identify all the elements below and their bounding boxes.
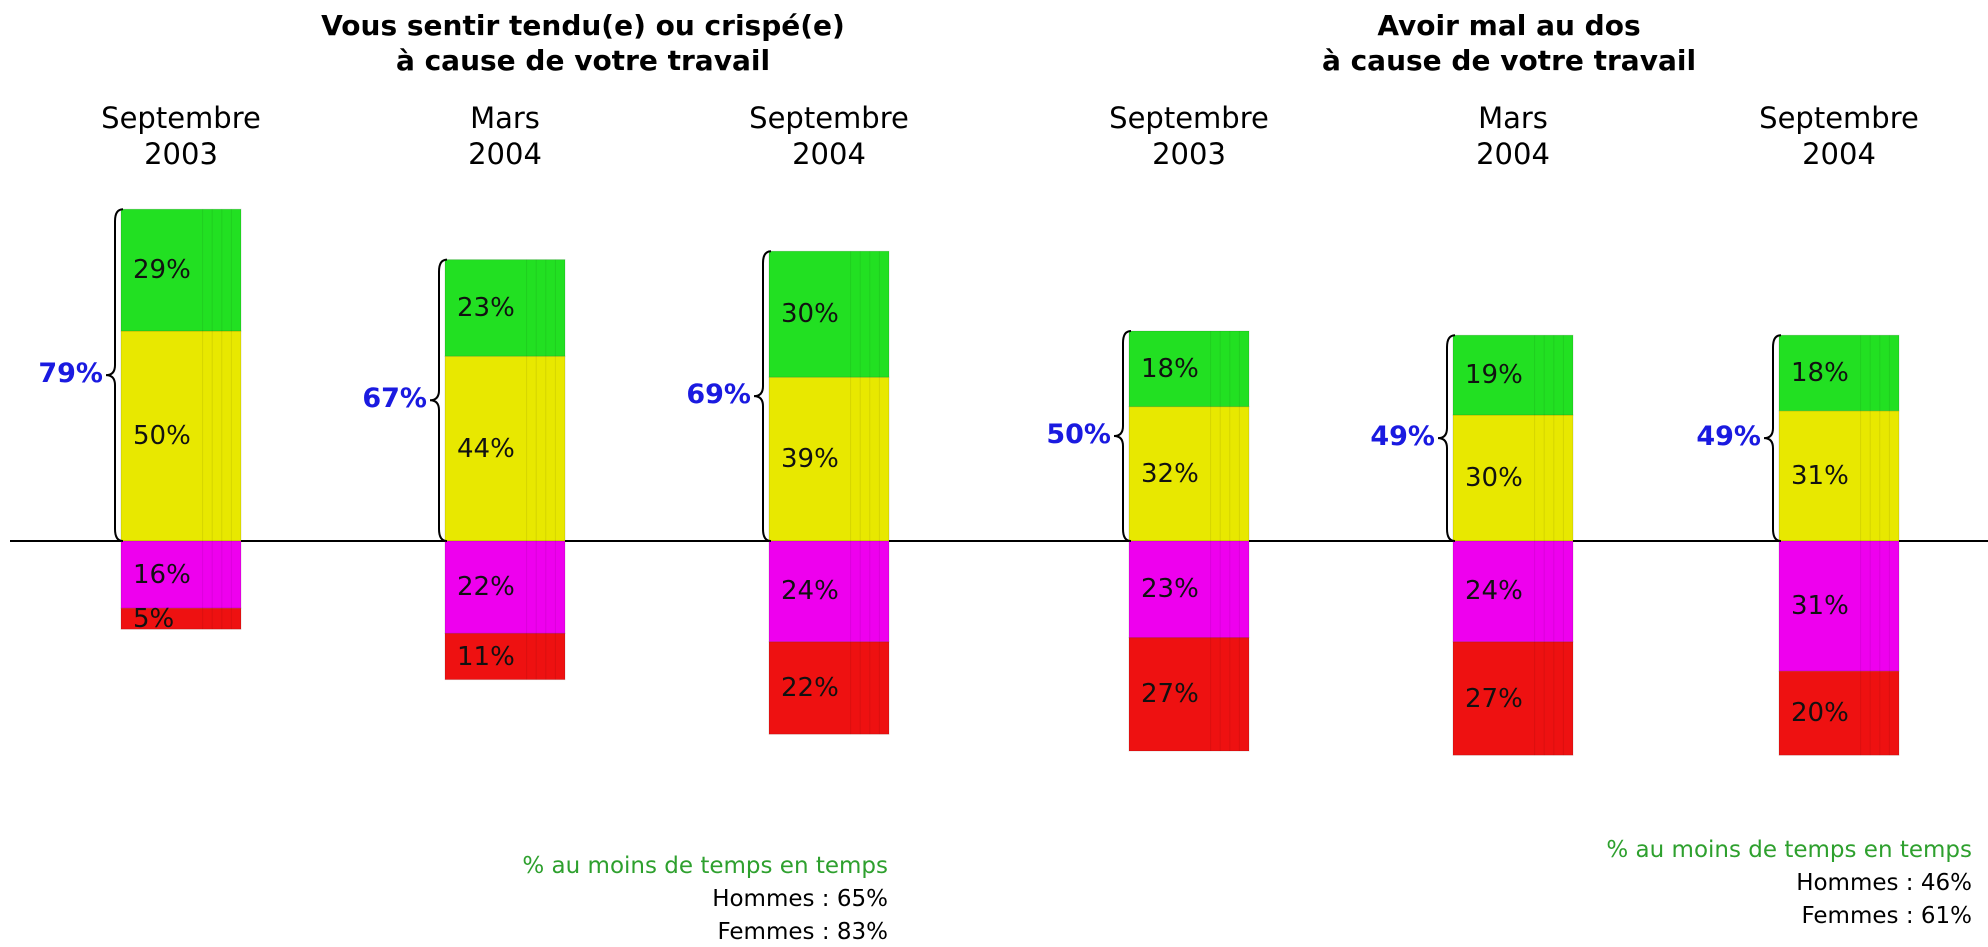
bar-segment	[768, 376, 890, 542]
value-label: 24%	[781, 576, 839, 607]
value-label: 30%	[781, 299, 839, 330]
value-label: 39%	[781, 444, 839, 475]
category-label: Septembre 2003	[1109, 101, 1269, 172]
bar-segment	[768, 641, 890, 735]
total-label: 69%	[686, 379, 751, 411]
bar-segment	[1128, 406, 1250, 542]
note-title: % au moins de temps en temps	[522, 853, 888, 879]
bar-segment	[444, 540, 566, 634]
bar-segment	[444, 259, 566, 357]
value-label: 32%	[1141, 458, 1199, 489]
bar-segment	[1128, 637, 1250, 752]
value-label: 18%	[1141, 353, 1199, 384]
bracket	[1437, 334, 1456, 542]
value-label: 44%	[457, 433, 515, 464]
note-line: Hommes : 46%	[1796, 870, 1972, 896]
value-label: 11%	[457, 641, 515, 672]
value-label: 31%	[1791, 460, 1849, 491]
bracket	[1763, 334, 1782, 542]
bar-segment	[768, 250, 890, 378]
bar-segment	[120, 607, 242, 630]
total-label: 49%	[1696, 421, 1761, 453]
note-line: Femmes : 61%	[1801, 903, 1972, 929]
bar-segment	[1778, 670, 1900, 756]
category-label: Septembre 2003	[101, 101, 261, 172]
note-line: Hommes : 65%	[712, 886, 888, 912]
value-label: 27%	[1465, 683, 1523, 714]
value-label: 5%	[133, 603, 175, 634]
value-label: 22%	[781, 673, 839, 703]
bracket	[429, 258, 448, 542]
value-label: 50%	[133, 421, 191, 451]
value-label: 24%	[1465, 576, 1523, 607]
bar-segment	[1778, 540, 1900, 672]
value-label: 31%	[1791, 591, 1849, 622]
value-label: 16%	[133, 559, 191, 590]
value-label: 30%	[1465, 463, 1523, 493]
category-label: Septembre 2004	[1759, 101, 1919, 172]
category-label: Mars 2004	[468, 101, 542, 172]
note-line: Femmes : 83%	[717, 919, 888, 945]
category-label: Mars 2004	[1476, 101, 1550, 172]
bracket	[753, 250, 772, 542]
bar-segment	[768, 540, 890, 643]
category-label: Septembre 2004	[749, 101, 909, 172]
note-title: % au moins de temps en temps	[1606, 837, 1972, 863]
total-label: 79%	[38, 358, 103, 390]
total-label: 49%	[1370, 421, 1435, 453]
chart-title: Vous sentir tendu(e) ou crispé(e) à caus…	[321, 9, 845, 77]
bracket	[105, 208, 124, 542]
bar-segment	[1452, 334, 1574, 416]
total-label: 67%	[362, 383, 427, 415]
value-label: 22%	[457, 572, 515, 603]
bracket	[1113, 330, 1132, 542]
bar-segment	[1452, 641, 1574, 756]
bar-segment	[120, 208, 242, 332]
value-label: 23%	[1141, 574, 1199, 605]
value-label: 19%	[1465, 360, 1523, 391]
bar-segment	[1128, 330, 1250, 408]
chart-title: Avoir mal au dos à cause de votre travai…	[1321, 9, 1697, 77]
value-label: 23%	[457, 292, 515, 323]
value-label: 18%	[1791, 358, 1849, 388]
bar-segment	[1778, 334, 1900, 412]
value-label: 29%	[133, 255, 191, 286]
value-label: 20%	[1791, 698, 1849, 729]
bar-segment	[1452, 540, 1574, 643]
bar-segment	[444, 632, 566, 681]
value-label: 27%	[1141, 679, 1199, 710]
total-label: 50%	[1046, 419, 1111, 450]
